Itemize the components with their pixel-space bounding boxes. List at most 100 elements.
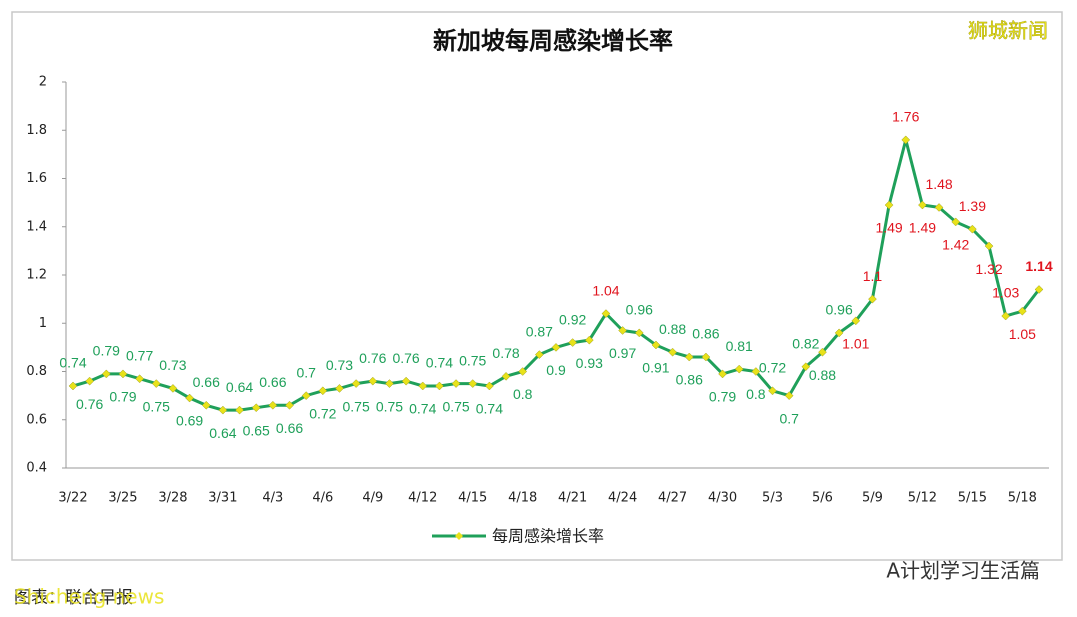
data-label: 1.76 [892,109,919,125]
y-tick-label: 1.4 [26,219,47,234]
data-point [751,367,761,376]
data-label: 0.66 [276,420,303,436]
data-point [551,343,561,352]
data-point [734,364,744,374]
data-point [485,381,494,391]
data-label: 0.66 [259,374,286,390]
data-point [468,379,478,388]
data-label: 1.1 [863,268,883,284]
data-point [451,379,461,388]
data-label: 0.64 [226,379,253,395]
data-label: 0.7 [779,410,799,426]
data-point [435,381,444,391]
footer: A计划学习生活篇 [886,559,1040,583]
x-tick-label: 5/15 [958,491,987,506]
y-tick-label: 0.6 [26,412,47,427]
data-label: 0.82 [792,335,819,351]
data-point [918,200,927,210]
data-point [934,203,944,212]
data-point [368,376,378,386]
data-point [385,379,394,388]
chart-frame [11,11,1063,561]
data-point [984,241,994,251]
data-label: 1.49 [909,220,936,236]
data-point [135,374,144,384]
x-tick-label: 5/6 [812,491,833,506]
data-point [801,362,811,372]
data-point [901,135,911,145]
data-label: 0.75 [143,398,170,414]
data-point [884,200,894,210]
data-label: 0.72 [759,360,786,376]
data-label: 1.04 [592,282,619,298]
data-point [818,347,827,357]
data-label: 0.65 [243,422,270,438]
x-tick-label: 5/9 [862,491,883,506]
data-label: 0.81 [726,338,753,354]
y-tick-label: 1.2 [26,268,47,283]
data-point [201,400,211,410]
data-label: 0.79 [109,389,136,405]
x-tick-label: 3/22 [58,491,87,506]
data-label: 0.74 [59,355,86,371]
data-point [268,400,278,410]
chart-title: 新加坡每周感染增长率 [433,27,673,55]
data-label: 0.66 [193,374,220,390]
data-label: 0.88 [659,321,686,337]
data-label: 0.76 [359,350,386,366]
data-point [285,400,294,410]
watermark: 狮城新闻 [968,19,1048,43]
data-label: 1.49 [875,220,902,236]
data-label: 0.73 [159,357,186,373]
data-point [218,405,228,415]
data-point [501,371,511,381]
x-tick-label: 5/12 [908,491,937,506]
data-label: 0.73 [326,357,353,373]
data-label: 0.93 [576,355,603,371]
legend-marker [455,532,463,540]
y-tick-label: 0.8 [26,364,47,379]
data-label: 1.39 [959,198,986,214]
data-label: 0.76 [392,350,419,366]
data-point [85,376,95,386]
data-label: 0.69 [176,413,203,429]
data-point [418,381,428,391]
data-point [251,403,261,413]
x-tick-label: 4/15 [458,491,487,506]
data-point [335,384,344,393]
data-label: 0.7 [296,364,316,380]
data-point [1034,285,1044,294]
x-tick-label: 4/12 [408,491,437,506]
y-tick-label: 1 [39,316,47,331]
data-label: 0.76 [76,396,103,412]
data-label: 1.48 [925,176,952,192]
y-tick-label: 1.6 [26,171,47,186]
data-point [651,340,661,350]
data-point [168,384,178,393]
data-point [868,294,877,304]
data-label: 0.78 [492,345,519,361]
data-label: 0.74 [476,401,503,417]
x-tick-label: 4/18 [508,491,537,506]
data-point [518,367,528,376]
data-label: 1.42 [942,237,969,253]
legend-label: 每周感染增长率 [492,527,604,546]
data-label: 1.05 [1009,326,1036,342]
data-point [584,335,594,345]
data-point [684,352,694,362]
data-point [534,350,544,359]
data-point [235,405,244,415]
x-tick-label: 4/24 [608,491,637,506]
data-point [1017,306,1027,316]
data-label: 0.74 [409,401,436,417]
y-tick-label: 0.4 [26,461,47,476]
data-point [68,381,78,391]
data-label: 0.96 [626,302,653,318]
data-point [668,347,677,357]
data-label: 0.88 [809,367,836,383]
data-point [401,376,411,386]
data-point [718,369,727,379]
x-tick-label: 4/3 [262,491,283,506]
